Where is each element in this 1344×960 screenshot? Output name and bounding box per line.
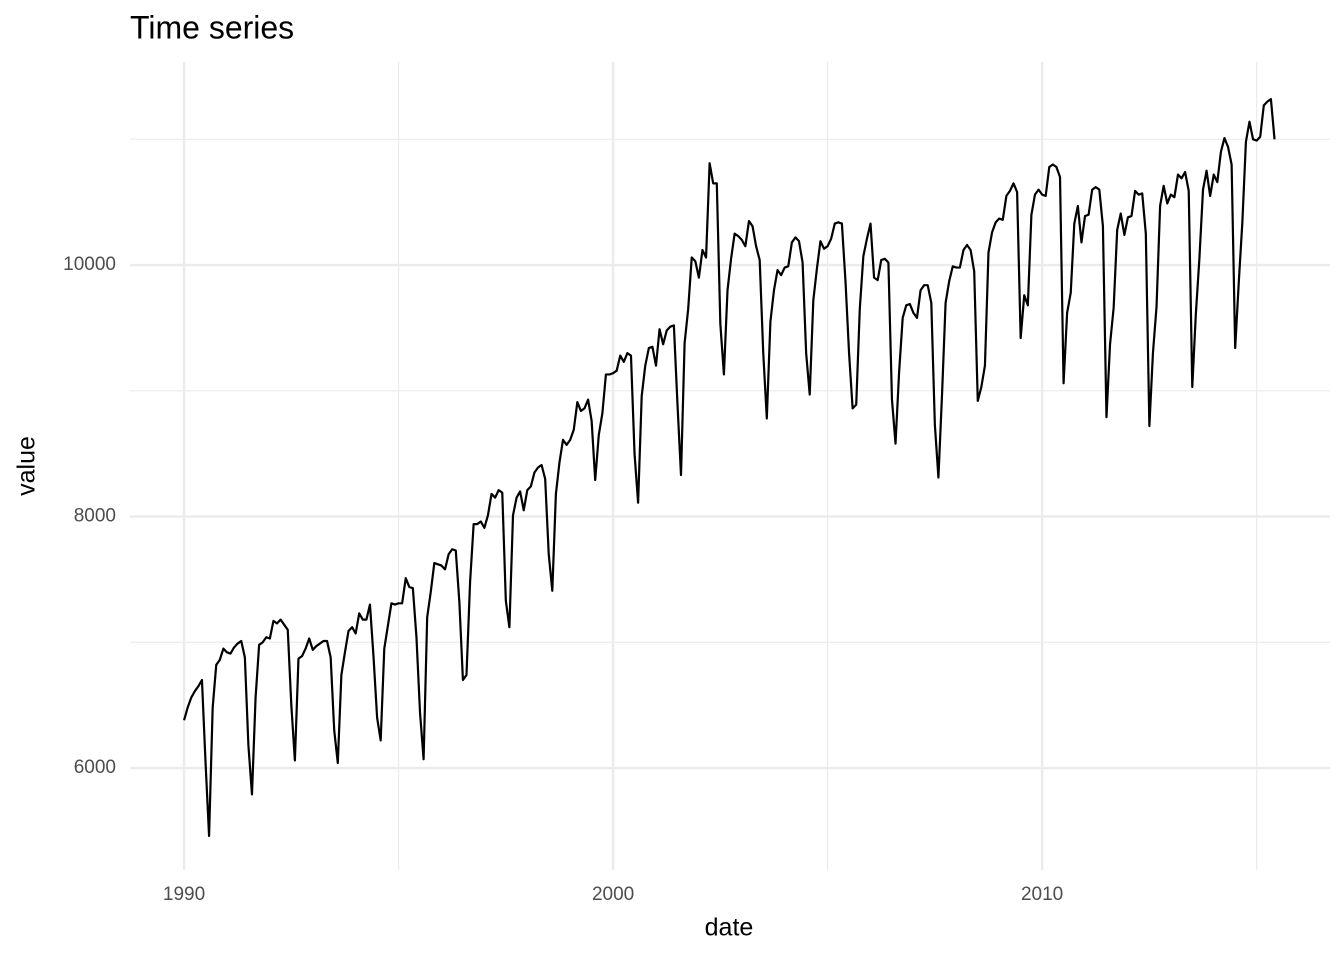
x-tick-label: 2000 <box>592 884 634 905</box>
x-tick-label: 2010 <box>1021 884 1063 905</box>
y-tick-label: 8000 <box>74 506 116 527</box>
grid <box>130 62 1330 870</box>
x-axis-title: date <box>705 914 754 942</box>
y-tick-label: 6000 <box>74 757 116 778</box>
y-tick-label: 10000 <box>63 254 116 275</box>
chart-title: Time series <box>130 9 294 45</box>
x-tick-label: 1990 <box>163 884 205 905</box>
y-axis-title: value <box>13 436 41 496</box>
plot-area <box>183 97 1276 838</box>
tick-labels: 6000 8000 10000 1990 2000 2010 <box>63 254 1063 905</box>
line <box>183 97 1276 838</box>
